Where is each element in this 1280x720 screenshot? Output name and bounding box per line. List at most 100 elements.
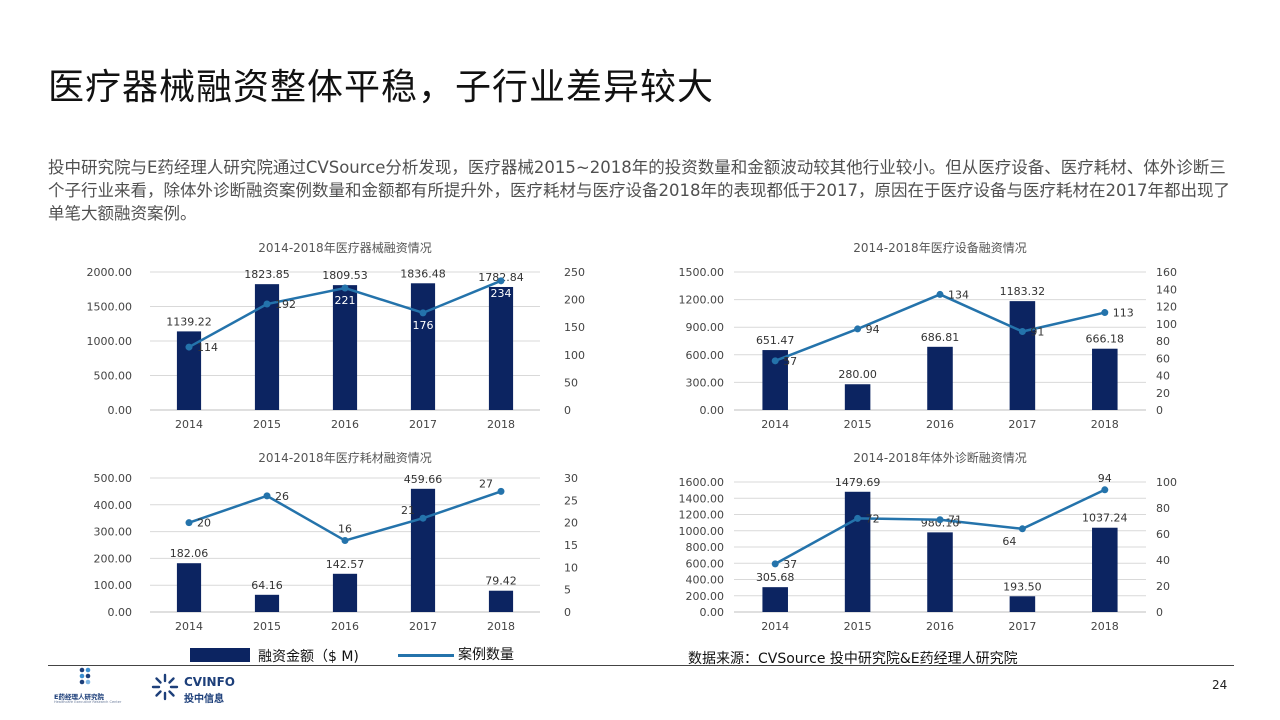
y2-tick-label: 15 xyxy=(564,539,578,552)
y-tick-label: 1500.00 xyxy=(679,266,725,279)
line-data-label: 94 xyxy=(1098,472,1112,485)
bar xyxy=(1009,596,1036,612)
line-data-label: 20 xyxy=(197,517,211,530)
line-data-label: 234 xyxy=(491,287,512,300)
x-tick-label: 2018 xyxy=(1091,418,1119,431)
y-tick-label: 0.00 xyxy=(108,404,133,417)
bar xyxy=(1092,348,1118,410)
e-yao-logo-name: E药经理人研究院 xyxy=(54,693,104,701)
x-tick-label: 2018 xyxy=(487,418,515,431)
y-tick-label: 900.00 xyxy=(686,321,725,334)
line-point xyxy=(419,309,427,317)
y2-tick-label: 20 xyxy=(1156,387,1170,400)
line-point xyxy=(936,516,944,524)
y2-tick-label: 40 xyxy=(1156,370,1170,383)
line-data-label: 113 xyxy=(1113,307,1134,320)
bar-data-label: 1809.53 xyxy=(322,269,368,282)
y2-tick-label: 50 xyxy=(564,376,578,389)
bar-data-label: 1037.24 xyxy=(1082,512,1128,525)
y2-tick-label: 40 xyxy=(1156,554,1170,567)
y2-tick-label: 10 xyxy=(564,561,578,574)
bar-data-label: 1823.85 xyxy=(244,268,290,281)
y2-tick-label: 80 xyxy=(1156,502,1170,515)
y-tick-label: 0.00 xyxy=(700,606,725,619)
x-tick-label: 2017 xyxy=(409,418,437,431)
line-point xyxy=(854,325,862,333)
y2-tick-label: 100 xyxy=(1156,318,1177,331)
y-tick-label: 2000.00 xyxy=(87,266,133,279)
bar xyxy=(332,285,358,410)
y-tick-label: 100.00 xyxy=(94,579,133,592)
line-data-label: 21 xyxy=(401,504,415,517)
bar xyxy=(1092,527,1118,612)
line-point xyxy=(341,284,349,292)
bar xyxy=(927,346,953,410)
bar-data-label: 142.57 xyxy=(326,558,365,571)
y2-tick-label: 30 xyxy=(564,472,578,485)
line-point xyxy=(936,290,944,298)
line-point xyxy=(1101,309,1109,317)
line-data-label: 71 xyxy=(948,514,962,527)
x-tick-label: 2014 xyxy=(761,418,789,431)
bar-data-label: 193.50 xyxy=(1003,580,1042,593)
y-tick-label: 600.00 xyxy=(686,557,725,570)
chart-medical-consumables: 2014-2018年医疗耗材融资情况 0.00 100.00 200.00 300.00… xyxy=(94,451,579,633)
line-data-label: 37 xyxy=(783,558,797,571)
line-point xyxy=(419,514,427,522)
legend-line-label: 案例数量 xyxy=(458,647,514,663)
y2-tick-label: 20 xyxy=(564,517,578,530)
x-tick-label: 2016 xyxy=(926,418,954,431)
bar xyxy=(488,286,514,410)
line-point xyxy=(341,537,349,545)
line-data-label: 64 xyxy=(1002,535,1016,548)
bar xyxy=(410,488,436,612)
y-tick-label: 500.00 xyxy=(94,370,133,383)
y-tick-label: 600.00 xyxy=(686,349,725,362)
line-data-label: 176 xyxy=(413,319,434,332)
line-point xyxy=(185,519,193,527)
y2-tick-label: 0 xyxy=(1156,606,1163,619)
bar xyxy=(332,573,358,612)
x-tick-label: 2017 xyxy=(409,620,437,633)
line-data-label: 72 xyxy=(866,512,880,525)
line-point xyxy=(1018,525,1026,533)
y2-tick-label: 100 xyxy=(564,349,585,362)
bar-data-label: 182.06 xyxy=(170,547,209,560)
y2-tick-label: 0 xyxy=(564,404,571,417)
y2-tick-label: 60 xyxy=(1156,352,1170,365)
y-tick-label: 400.00 xyxy=(94,499,133,512)
bar xyxy=(1009,301,1036,410)
x-tick-label: 2018 xyxy=(1091,620,1119,633)
chart-title: 2014-2018年医疗器械融资情况 xyxy=(258,240,431,255)
y-tick-label: 500.00 xyxy=(94,472,133,485)
x-tick-label: 2016 xyxy=(331,418,359,431)
y-tick-label: 200.00 xyxy=(686,590,725,603)
y-tick-label: 1600.00 xyxy=(679,476,725,489)
line-point xyxy=(497,277,505,285)
line-point xyxy=(1018,328,1026,336)
chart-title: 2014-2018年医疗耗材融资情况 xyxy=(258,451,431,465)
x-tick-label: 2015 xyxy=(844,418,872,431)
e-yao-logo-subtitle: Healthcare Executive Research Center xyxy=(54,700,122,704)
x-tick-label: 2017 xyxy=(1008,418,1036,431)
legend-line-swatch xyxy=(398,654,454,657)
bar xyxy=(844,384,871,410)
y2-tick-label: 200 xyxy=(564,294,585,307)
line-data-label: 134 xyxy=(948,288,969,301)
bar-data-label: 1836.48 xyxy=(400,267,446,280)
cvinfo-logo: CVINFO 投中信息 xyxy=(150,668,260,708)
bar xyxy=(410,283,436,410)
x-tick-label: 2014 xyxy=(761,620,789,633)
chart-medical-equipment: 2014-2018年医疗设备融资情况 0.00 300.00 600.00 900.00… xyxy=(679,241,1178,431)
legend-bar-swatch xyxy=(190,648,250,662)
y-tick-label: 1200.00 xyxy=(679,294,725,307)
y2-tick-label: 100 xyxy=(1156,476,1177,489)
y2-tick-label: 160 xyxy=(1156,266,1177,279)
y2-tick-label: 0 xyxy=(1156,404,1163,417)
bar-data-label: 280.00 xyxy=(838,368,877,381)
bar-data-label: 79.42 xyxy=(485,575,517,588)
bar-data-label: 1183.32 xyxy=(1000,285,1046,298)
bar xyxy=(927,532,953,612)
bar xyxy=(488,590,514,612)
bar xyxy=(176,563,202,612)
